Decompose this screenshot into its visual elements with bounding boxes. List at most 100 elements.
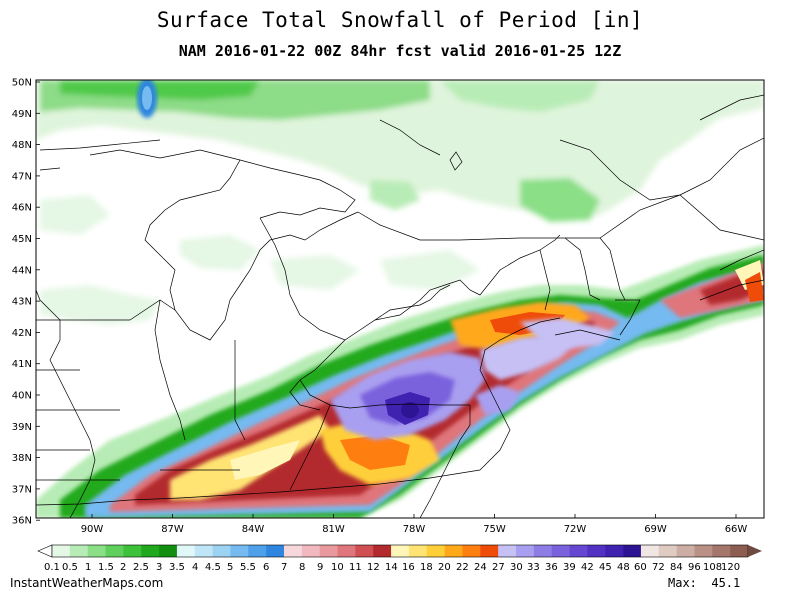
colorbar-label: 8 [299,562,306,573]
geography-lines [36,80,764,518]
colorbar-high-arrow [748,545,762,557]
colorbar-label: 84 [670,562,683,573]
colorbar-label: 5 [227,562,234,573]
colorbar-label: 48 [617,562,630,573]
lat-label: 45N [12,234,32,245]
lon-label: 87W [161,524,184,535]
colorbar-swatch [551,545,570,557]
colorbar-swatch [533,545,552,557]
colorbar-swatch [123,545,142,557]
colorbar-label: 0.5 [62,562,78,573]
colorbar-label: 3 [156,562,163,573]
colorbar [37,544,762,558]
colorbar-label: 12 [367,562,380,573]
map-subtitle: NAM 2016-01-22 00Z 84hr fcst valid 2016-… [178,42,622,60]
colorbar-label: 96 [688,562,701,573]
lon-label: 72W [564,524,587,535]
colorbar-swatch [408,545,428,557]
lat-label: 37N [12,484,32,495]
map-frame [35,79,765,519]
colorbar-label: 39 [563,562,576,573]
colorbar-label: 3.5 [169,562,185,573]
colorbar-swatch [498,545,517,557]
lat-label: 39N [12,422,32,433]
colorbar-swatch [462,545,481,557]
colorbar-label: 1.5 [98,562,114,573]
lat-label: 47N [12,171,32,182]
colorbar-label: 9 [317,562,324,573]
credit-text: InstantWeatherMaps.com [10,576,164,590]
colorbar-label: 1 [85,562,92,573]
storm-band [36,245,764,518]
lat-label: 50N [12,78,32,89]
colorbar-label: 22 [456,562,469,573]
colorbar-label: 4.5 [205,562,221,573]
colorbar-swatch [658,545,677,557]
colorbar-label: 2 [120,562,127,573]
lon-label: 66W [725,524,748,535]
lat-label: 38N [12,453,32,464]
northern-light-snow [36,80,764,325]
lat-label: 41N [12,359,32,370]
colorbar-swatch [194,545,213,557]
snowfall-map: 50N 49N 48N 47N 46N 45N 44N 43N 42N 41N 40N 39N 38N 3… [12,78,765,558]
lat-label: 49N [12,109,32,120]
lon-label: 90W [81,524,104,535]
colorbar-swatch [266,545,285,557]
colorbar-label: 24 [474,562,487,573]
colorbar-swatch [69,545,88,557]
colorbar-swatch [712,545,731,557]
colorbar-swatch [301,545,320,557]
latitude-axis: 50N 49N 48N 47N 46N 45N 44N 43N 42N 41N 40N 39N 38N 3… [12,78,40,527]
colorbar-swatch [159,545,178,557]
longitude-axis: 90W 87W 84W 81W 78W 75W 72W 69W 66W [81,514,748,535]
colorbar-swatch [730,545,749,557]
colorbar-swatch [248,545,267,557]
colorbar-label: 16 [402,562,415,573]
colorbar-label: 30 [510,562,523,573]
lon-label: 78W [403,524,426,535]
colorbar-swatch [605,545,624,557]
colorbar-swatch [337,545,356,557]
colorbar-label: 11 [349,562,362,573]
map-title: Surface Total Snowfall of Period [in] [156,8,644,32]
lat-label: 46N [12,203,32,214]
lat-label: 48N [12,140,32,151]
colorbar-swatch [676,545,695,557]
colorbar-label: 18 [420,562,433,573]
colorbar-swatch [319,545,338,557]
colorbar-swatch [426,545,445,557]
colorbar-label: 4 [192,562,199,573]
colorbar-label: 7 [281,562,288,573]
colorbar-swatch [141,545,160,557]
colorbar-swatch [355,545,374,557]
colorbar-swatch [391,545,410,557]
colorbar-label: 108 [703,562,723,573]
colorbar-label: 36 [545,562,558,573]
colorbar-label: 14 [385,562,398,573]
lat-label: 40N [12,391,32,402]
colorbar-label: 27 [492,562,505,573]
colorbar-label: 45 [599,562,612,573]
colorbar-label: 120 [721,562,741,573]
colorbar-label: 10 [331,562,344,573]
lat-label: 36N [12,516,32,527]
colorbar-swatch [52,545,71,557]
colorbar-label: 2.5 [133,562,149,573]
colorbar-label: 0.1 [44,562,60,573]
snowfall-field [36,80,764,518]
lat-label: 42N [12,328,32,339]
lat-label: 43N [12,297,32,308]
colorbar-label: 60 [634,562,647,573]
colorbar-swatch [444,545,463,557]
colorbar-label: 72 [652,562,665,573]
colorbar-swatch [230,545,249,557]
lon-label: 81W [322,524,345,535]
colorbar-label: 5.5 [240,562,256,573]
colorbar-label: 33 [527,562,540,573]
lon-label: 69W [644,524,667,535]
colorbar-label: 42 [581,562,594,573]
colorbar-swatch [373,545,392,557]
colorbar-swatch [623,545,642,557]
colorbar-swatch [480,545,499,557]
